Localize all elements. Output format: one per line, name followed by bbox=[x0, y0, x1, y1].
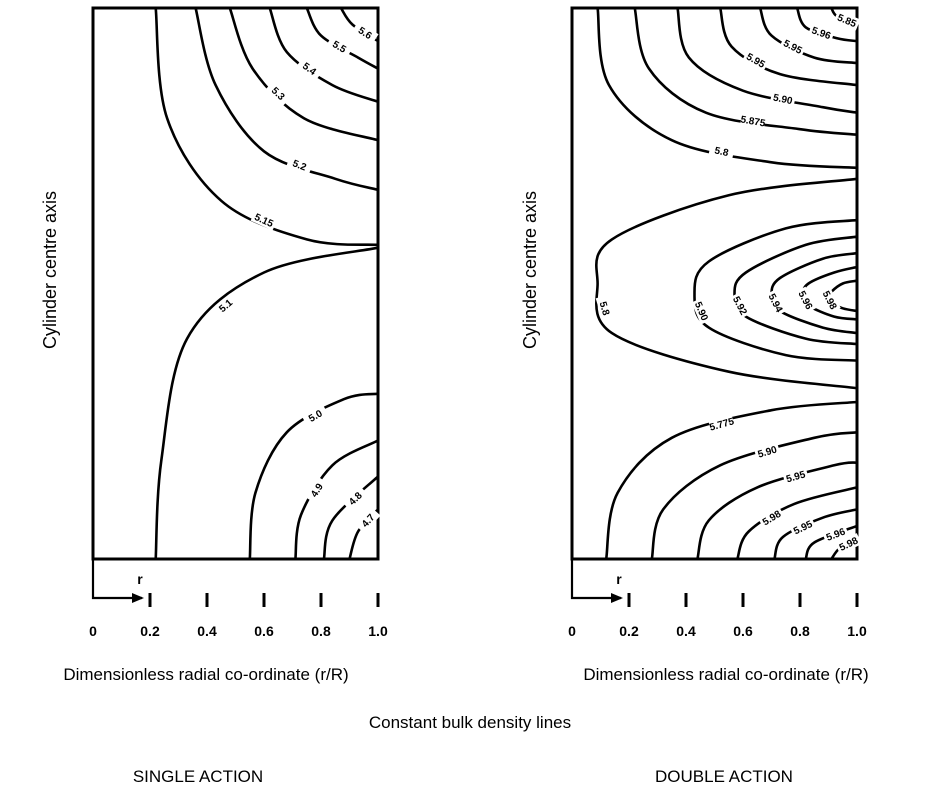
double-action-x-tick-label: 0.2 bbox=[619, 623, 639, 639]
single-action-x-axis-label: Dimensionless radial co-ordinate (r/R) bbox=[63, 665, 348, 684]
double-action-contour-line bbox=[595, 177, 859, 390]
double-action-contour-line bbox=[596, 6, 859, 170]
single-action-x-tick-label: 0.4 bbox=[197, 623, 217, 639]
single-action-r-arrow-label: r bbox=[137, 571, 143, 587]
double-action-contour-line bbox=[770, 251, 859, 335]
double-action-x-tick-label: 0 bbox=[568, 623, 576, 639]
double-action-contour-label-bg bbox=[708, 142, 735, 160]
single-action-x-ticks: 0 0.2 0.4 0.6 0.8 1.0 bbox=[89, 593, 388, 639]
single-action-contour-line bbox=[322, 475, 380, 561]
double-action-contour-label-bg bbox=[819, 286, 841, 314]
single-action-contour-label-bg bbox=[351, 21, 379, 45]
double-action-contour-label: 5.95 bbox=[785, 469, 807, 485]
single-action-contour-label-bg bbox=[250, 209, 278, 231]
single-action-x-tick-label: 1.0 bbox=[368, 623, 388, 639]
double-action-plot-frame bbox=[570, 6, 859, 561]
single-action-contour-line bbox=[154, 246, 380, 561]
single-action-contour-line bbox=[248, 392, 380, 561]
double-action-contour-label-bg bbox=[729, 292, 752, 319]
single-action-contour-line bbox=[294, 439, 380, 561]
single-action-contour-line bbox=[154, 6, 380, 247]
single-action-contour-label-bg bbox=[212, 293, 239, 318]
double-action-contour-line bbox=[633, 6, 859, 136]
single-action-panel: r 5.155.25.35.45.55.65.15.04.9 4.84.7 0 0.… bbox=[40, 6, 388, 786]
double-action-x-tick-label: 0.6 bbox=[733, 623, 753, 639]
double-action-contour-label-bg bbox=[833, 10, 861, 31]
single-action-contour-label-bg bbox=[265, 80, 292, 107]
double-action-contour-label-bg bbox=[764, 289, 787, 317]
double-action-contour-line bbox=[696, 461, 859, 561]
double-action-contour-label-bg bbox=[708, 415, 735, 433]
double-action-contour-line bbox=[676, 6, 859, 114]
double-action-x-tick-label: 0.4 bbox=[676, 623, 696, 639]
single-action-contour-label-bg bbox=[305, 476, 329, 504]
double-action-contour-label: 5.875 bbox=[740, 114, 767, 129]
double-action-r-arrow-icon bbox=[611, 593, 623, 603]
double-action-y-axis-label: Cylinder centre axis bbox=[520, 191, 540, 349]
single-action-contour-label-bg bbox=[326, 35, 353, 58]
single-action-x-tick-label: 0.8 bbox=[311, 623, 331, 639]
double-action-contour-line bbox=[693, 218, 859, 362]
double-action-contour-line bbox=[604, 400, 859, 561]
double-action-contour-label-bg bbox=[779, 35, 807, 58]
single-action-contour-label-bg bbox=[342, 485, 369, 512]
double-action-contour-label-bg bbox=[758, 506, 785, 530]
single-action-contour-label: 5.2 bbox=[291, 158, 308, 173]
double-action-contour-label-bg bbox=[769, 90, 796, 108]
double-action-r-arrow-label: r bbox=[616, 571, 622, 587]
double-action-r-axis-line bbox=[570, 559, 621, 600]
single-action-y-axis-label: Cylinder centre axis bbox=[40, 191, 60, 349]
double-action-contour-label: 5.8 bbox=[713, 145, 729, 159]
single-action-contour-label-bg bbox=[286, 155, 313, 175]
single-action-contour-line bbox=[268, 6, 380, 103]
figure-caption: Constant bulk density lines bbox=[369, 713, 571, 732]
single-action-x-tick-label: 0.2 bbox=[140, 623, 160, 639]
double-action-contour-label-bg bbox=[794, 286, 817, 314]
double-action-contour-line bbox=[733, 235, 859, 346]
double-action-contour-label-bg bbox=[595, 295, 614, 322]
double-action-contour-label-bg bbox=[789, 516, 817, 538]
single-action-x-tick-label: 0 bbox=[89, 623, 97, 639]
double-action-contour-label-bg bbox=[822, 524, 849, 545]
double-action-contour-label: 5.775 bbox=[708, 416, 735, 433]
single-action-contours: 5.155.25.35.45.55.65.15.04.9 4.84.7 bbox=[154, 6, 381, 561]
double-action-contour-label: 5.8 bbox=[597, 300, 612, 317]
double-action-contour-label-bg bbox=[691, 297, 712, 325]
double-action-contour-label: 5.90 bbox=[757, 444, 779, 460]
single-action-contour-label-bg bbox=[301, 404, 329, 427]
double-action-x-tick-label: 1.0 bbox=[847, 623, 867, 639]
double-action-contour-label-bg bbox=[808, 23, 835, 43]
single-action-r-arrow-icon bbox=[132, 593, 144, 603]
single-action-plot-frame bbox=[91, 6, 380, 561]
double-action-contour-label-bg bbox=[782, 467, 809, 486]
double-action-panel-title: DOUBLE ACTION bbox=[655, 767, 793, 786]
double-action-contour-label-bg bbox=[835, 533, 862, 555]
single-action-r-axis-line bbox=[91, 559, 142, 600]
double-action-contour-label-bg bbox=[753, 442, 781, 461]
double-action-contour-label-bg bbox=[742, 49, 770, 72]
double-action-x-axis-label: Dimensionless radial co-ordinate (r/R) bbox=[583, 665, 868, 684]
double-action-x-tick-label: 0.8 bbox=[790, 623, 810, 639]
single-action-contour-label-bg bbox=[355, 507, 381, 534]
double-action-contour-label: 5.96 bbox=[810, 25, 832, 42]
single-action-x-tick-label: 0.6 bbox=[254, 623, 274, 639]
double-action-x-ticks: 0 0.2 0.4 0.6 0.8 1.0 bbox=[568, 593, 867, 639]
double-action-contour-line bbox=[650, 431, 859, 561]
single-action-contour-line bbox=[194, 6, 380, 192]
single-action-panel-title: SINGLE ACTION bbox=[133, 767, 263, 786]
double-action-contour-label: 5.90 bbox=[772, 93, 794, 108]
single-action-contour-label-bg bbox=[296, 56, 323, 81]
double-action-contour-label-bg bbox=[740, 113, 766, 129]
